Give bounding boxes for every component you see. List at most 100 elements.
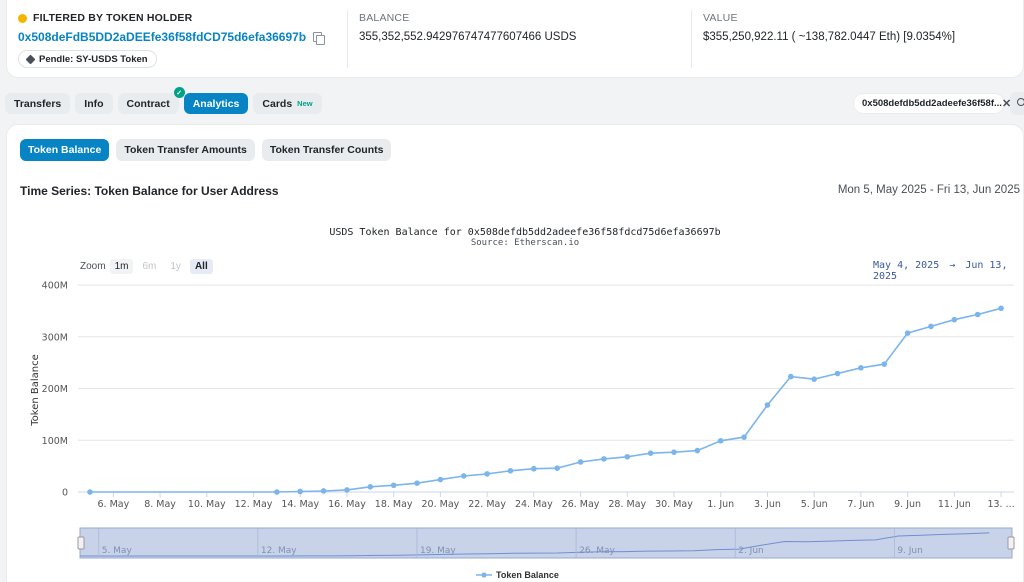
tab-label: Info bbox=[84, 97, 104, 110]
holder-address-link[interactable]: 0x508deFdB5DD2aDEEfe36f58fdCD75d6efa3669… bbox=[18, 30, 307, 44]
filter-chip-text: 0x508defdb5dd2adeefe36f58f... bbox=[862, 98, 1002, 109]
data-point[interactable] bbox=[367, 484, 374, 490]
chart-title: USDS Token Balance for 0x508defdb5dd2ade… bbox=[329, 227, 721, 238]
zoom-1m-button[interactable]: 1m bbox=[109, 259, 134, 274]
holder-address-row: 0x508deFdB5DD2aDEEfe36f58fdCD75d6efa3669… bbox=[18, 30, 326, 45]
navigator-tick-label: 5. May bbox=[102, 546, 133, 556]
subtab-token-balance[interactable]: Token Balance bbox=[20, 139, 110, 161]
x-tick-label: 20. May bbox=[422, 499, 460, 510]
data-point[interactable] bbox=[274, 489, 280, 495]
range-selector: May 4, 2025 → Jun 13, 2025 bbox=[873, 260, 1024, 282]
data-point[interactable] bbox=[507, 467, 514, 474]
tab-transfers[interactable]: Transfers bbox=[5, 93, 71, 114]
x-axis: 6. May 8. May 10. May 12. May 14. May 16. May… bbox=[78, 491, 1015, 510]
tab-analytics[interactable]: Analytics bbox=[183, 93, 249, 114]
x-tick-label: 30. May bbox=[655, 499, 693, 510]
x-tick-label: 8. May bbox=[144, 499, 176, 510]
range-from-input[interactable]: May 4, 2025 bbox=[873, 260, 940, 271]
data-point[interactable] bbox=[671, 449, 677, 455]
x-tick-label: 6. May bbox=[97, 499, 129, 510]
token-balance-chart: 0 100M 200M 300M 400M 6. May 8. May 10. May 12.… bbox=[30, 281, 1015, 559]
x-tick-label: 16. May bbox=[328, 499, 366, 510]
data-point[interactable] bbox=[764, 402, 771, 408]
x-tick-label: 18. May bbox=[375, 499, 413, 510]
verified-check-icon: ✓ bbox=[173, 87, 185, 98]
navigator-handle[interactable] bbox=[1007, 536, 1015, 550]
y-axis-title: Token Balance bbox=[30, 354, 41, 427]
navigator-series bbox=[80, 532, 990, 557]
data-point[interactable] bbox=[390, 482, 397, 489]
balance-value: 355,352,552.942976747477607466 USDS bbox=[359, 31, 577, 43]
data-point[interactable] bbox=[554, 465, 560, 471]
copy-icon[interactable] bbox=[313, 31, 326, 45]
subtab-token-transfer-counts[interactable]: Token Transfer Counts bbox=[261, 139, 392, 161]
zoom-1y-button[interactable]: 1y bbox=[170, 261, 181, 272]
x-tick-label: 22. May bbox=[468, 499, 506, 510]
data-point[interactable] bbox=[928, 323, 934, 330]
navigator-tick-label: 26. May bbox=[579, 546, 615, 556]
zoom-6m-button[interactable]: 6m bbox=[142, 261, 157, 272]
data-point[interactable] bbox=[437, 476, 444, 483]
filter-column: FILTERED BY TOKEN HOLDER 0x508deFdB5DD2a… bbox=[18, 12, 326, 68]
tab-cards[interactable]: Cards New bbox=[253, 93, 322, 114]
data-point[interactable] bbox=[414, 480, 420, 487]
data-point[interactable] bbox=[647, 450, 654, 456]
y-tick-label: 300M bbox=[42, 332, 68, 343]
data-point[interactable] bbox=[834, 370, 841, 377]
data-point[interactable] bbox=[87, 489, 93, 495]
data-point[interactable] bbox=[577, 459, 584, 465]
column-divider bbox=[347, 10, 348, 68]
y-tick-label: 0 bbox=[62, 488, 68, 499]
data-point[interactable] bbox=[974, 311, 981, 318]
data-point[interactable] bbox=[297, 488, 304, 495]
data-point[interactable] bbox=[858, 365, 864, 371]
balance-column: BALANCE 355,352,552.942976747477607466 U… bbox=[359, 12, 576, 43]
chart-legend[interactable]: Token Balance bbox=[476, 570, 559, 580]
subtab-token-transfer-amounts[interactable]: Token Transfer Amounts bbox=[116, 139, 255, 161]
data-point[interactable] bbox=[741, 434, 747, 440]
data-point[interactable] bbox=[460, 473, 467, 479]
token-holder-summary-card: FILTERED BY TOKEN HOLDER 0x508deFdB5DD2a… bbox=[6, 0, 1024, 78]
data-point[interactable] bbox=[881, 361, 888, 367]
name-tag-badge[interactable]: Pendle: SY-USDS Token bbox=[18, 50, 157, 68]
data-point[interactable] bbox=[904, 330, 911, 336]
x-tick-label: 3. Jun bbox=[754, 499, 781, 510]
x-tick-label: 10. May bbox=[188, 499, 226, 510]
column-divider bbox=[691, 10, 692, 68]
data-point[interactable] bbox=[717, 437, 724, 444]
data-point[interactable] bbox=[344, 487, 350, 493]
data-point[interactable] bbox=[788, 373, 794, 380]
navigator-tick-label: 2. Jun bbox=[738, 546, 764, 556]
zoom-controls: Zoom 1m 6m 1y All bbox=[80, 259, 213, 274]
x-tick-label: 13. ... bbox=[987, 499, 1014, 510]
data-point[interactable] bbox=[624, 454, 631, 460]
tab-label: Analytics bbox=[192, 97, 240, 110]
section-title: Time Series: Token Balance for User Addr… bbox=[20, 184, 279, 198]
data-point[interactable] bbox=[951, 316, 958, 323]
data-point[interactable] bbox=[531, 465, 537, 472]
data-point[interactable] bbox=[811, 376, 817, 382]
data-point[interactable] bbox=[998, 305, 1004, 312]
range-arrow: → bbox=[949, 260, 956, 271]
data-point[interactable] bbox=[601, 456, 607, 462]
navigator-handle[interactable] bbox=[77, 536, 85, 550]
zoom-all-button[interactable]: All bbox=[189, 259, 213, 274]
navigator[interactable]: 5. May 12. May 19. May 26. May 2. Jun 9. Jun bbox=[77, 527, 1015, 559]
tag-icon bbox=[25, 54, 36, 64]
data-point[interactable] bbox=[320, 488, 327, 494]
x-tick-label: 1. Jun bbox=[707, 499, 734, 510]
search-button[interactable] bbox=[1010, 92, 1024, 115]
x-tick-label: 28. May bbox=[608, 499, 646, 510]
x-tick-label: 5. Jun bbox=[801, 499, 828, 510]
x-tick-label: 7. Jun bbox=[847, 499, 874, 510]
tab-info[interactable]: Info bbox=[75, 93, 113, 114]
series-line-token-balance[interactable] bbox=[90, 307, 1002, 493]
name-tag-label: Pendle: SY-USDS Token bbox=[39, 53, 148, 65]
close-icon[interactable]: ✕ bbox=[1001, 98, 1012, 110]
data-point[interactable] bbox=[694, 447, 701, 454]
tab-contract[interactable]: Contract ✓ bbox=[117, 87, 185, 114]
section-date-range: Mon 5, May 2025 - Fri 13, Jun 2025 bbox=[837, 184, 1020, 196]
data-point[interactable] bbox=[484, 471, 490, 477]
range-to-input[interactable]: Jun 13, 2025 bbox=[873, 260, 1008, 282]
navigator-mask[interactable] bbox=[79, 527, 1013, 559]
